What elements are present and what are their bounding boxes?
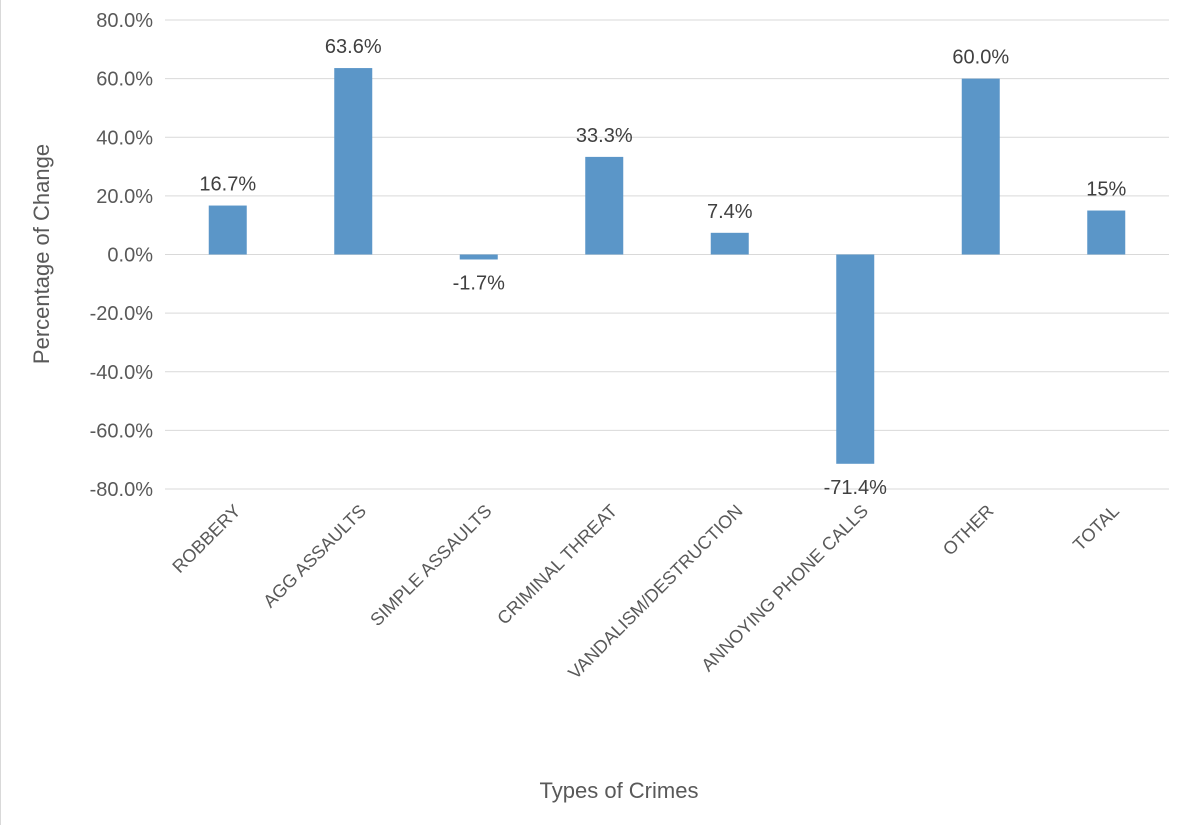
y-tick-label: 0.0% (107, 245, 153, 267)
data-label: 16.7% (199, 174, 256, 196)
bar (334, 68, 373, 255)
y-axis-title: Percentage of Change (29, 144, 54, 364)
bar (585, 156, 624, 255)
bar (710, 232, 749, 255)
category-label: ROBBERY (168, 501, 244, 577)
gridlines (165, 19, 1169, 490)
bar (961, 78, 1000, 255)
category-label: TOTAL (1069, 501, 1123, 555)
y-tick-label: -80.0% (90, 479, 154, 501)
data-label: -71.4% (824, 477, 888, 499)
x-axis-title: Types of Crimes (540, 778, 699, 803)
y-tick-label: -20.0% (90, 303, 154, 325)
category-label: CRIMINAL THREAT (493, 501, 621, 629)
data-label: 63.6% (325, 36, 382, 58)
category-label: SIMPLE ASSAULTS (366, 501, 495, 630)
bars (208, 68, 1126, 464)
data-label: -1.7% (453, 272, 505, 294)
data-labels: 16.7% 63.6% -1.7% 33.3% 7.4% -71.4% 60.0% 15% (199, 36, 1126, 499)
y-tick-label: 80.0% (96, 10, 153, 32)
bar (459, 254, 498, 260)
y-tick-label: 20.0% (96, 186, 153, 208)
y-axis-ticks: 80.0% 60.0% 40.0% 20.0% 0.0% -20.0% -40.0% -60.… (90, 10, 154, 501)
y-tick-label: -40.0% (90, 362, 154, 384)
bar (1087, 210, 1126, 255)
bar (208, 205, 247, 255)
data-label: 7.4% (707, 201, 753, 223)
y-tick-label: -60.0% (90, 420, 154, 442)
category-label: AGG ASSAULTS (259, 501, 370, 612)
data-label: 33.3% (576, 125, 633, 147)
bar (836, 254, 875, 464)
category-label: OTHER (939, 501, 998, 560)
data-label: 60.0% (952, 47, 1009, 69)
data-label: 15% (1086, 179, 1126, 201)
y-tick-label: 40.0% (96, 127, 153, 149)
y-tick-label: 60.0% (96, 69, 153, 91)
